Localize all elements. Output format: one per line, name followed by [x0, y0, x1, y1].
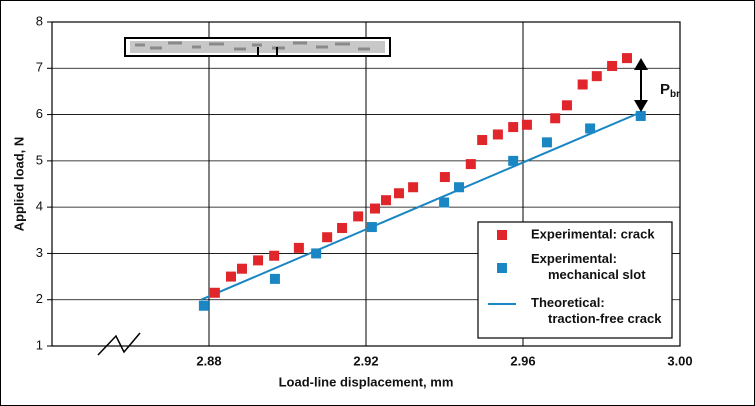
legend-box	[477, 221, 673, 339]
marker	[635, 110, 646, 121]
annotation-text: P	[660, 81, 670, 98]
marker	[454, 182, 465, 193]
marker	[577, 79, 588, 90]
marker	[269, 250, 280, 261]
marker	[370, 203, 381, 214]
x-tick-label: 2.92	[353, 353, 378, 368]
x-tick-label: 3.00	[667, 353, 692, 368]
marker	[337, 222, 348, 233]
y-tick-label: 5	[36, 152, 43, 167]
marker	[225, 271, 236, 282]
marker	[236, 263, 247, 274]
marker	[541, 137, 552, 148]
marker	[198, 300, 209, 311]
legend-marker	[497, 263, 507, 273]
marker	[550, 113, 561, 124]
marker	[521, 119, 532, 130]
annotation: Pbr	[660, 81, 680, 100]
specimen-inset	[124, 37, 391, 57]
legend-label: Theoretical: traction-free crack	[531, 295, 662, 326]
annotation-subscript: br	[670, 89, 680, 100]
y-tick-label: 4	[36, 199, 43, 214]
marker	[381, 195, 392, 206]
plot-border	[51, 21, 681, 347]
marker	[492, 129, 503, 140]
y-tick-label: 3	[36, 245, 43, 260]
marker	[585, 123, 596, 134]
marker	[269, 273, 280, 284]
marker	[408, 182, 419, 193]
x-tick-label: 2.96	[510, 353, 535, 368]
y-tick-label: 1	[36, 337, 43, 352]
marker	[508, 122, 519, 133]
y-axis-label: Applied load, N	[11, 137, 26, 232]
axis-break	[97, 332, 141, 356]
marker	[439, 197, 450, 208]
marker	[366, 222, 377, 233]
y-tick-label: 8	[36, 13, 43, 28]
marker	[622, 53, 633, 64]
x-tick-label: 2.88	[196, 353, 221, 368]
marker	[209, 287, 220, 298]
marker	[591, 71, 602, 82]
y-tick-label: 6	[36, 106, 43, 121]
marker	[477, 135, 488, 146]
legend: Experimental: crack Experimental: mechanic…	[477, 221, 673, 339]
marker	[393, 188, 404, 199]
pbr-arrow	[634, 58, 648, 112]
x-axis-label: Load-line displacement, mm	[279, 374, 454, 389]
marker	[311, 248, 322, 259]
marker	[607, 60, 618, 71]
marker	[508, 155, 519, 166]
marker	[353, 211, 364, 222]
legend-label: Experimental: mechanical slot	[531, 251, 646, 282]
legend-label: Experimental: crack	[531, 226, 655, 241]
marker	[439, 172, 450, 183]
y-tick-label: 7	[36, 60, 43, 75]
line	[200, 111, 642, 301]
y-tick-label: 2	[36, 291, 43, 306]
legend-marker	[497, 230, 507, 240]
marker	[465, 159, 476, 170]
marker	[253, 255, 264, 266]
marker	[293, 242, 304, 253]
marker	[561, 100, 572, 111]
marker	[322, 232, 333, 243]
